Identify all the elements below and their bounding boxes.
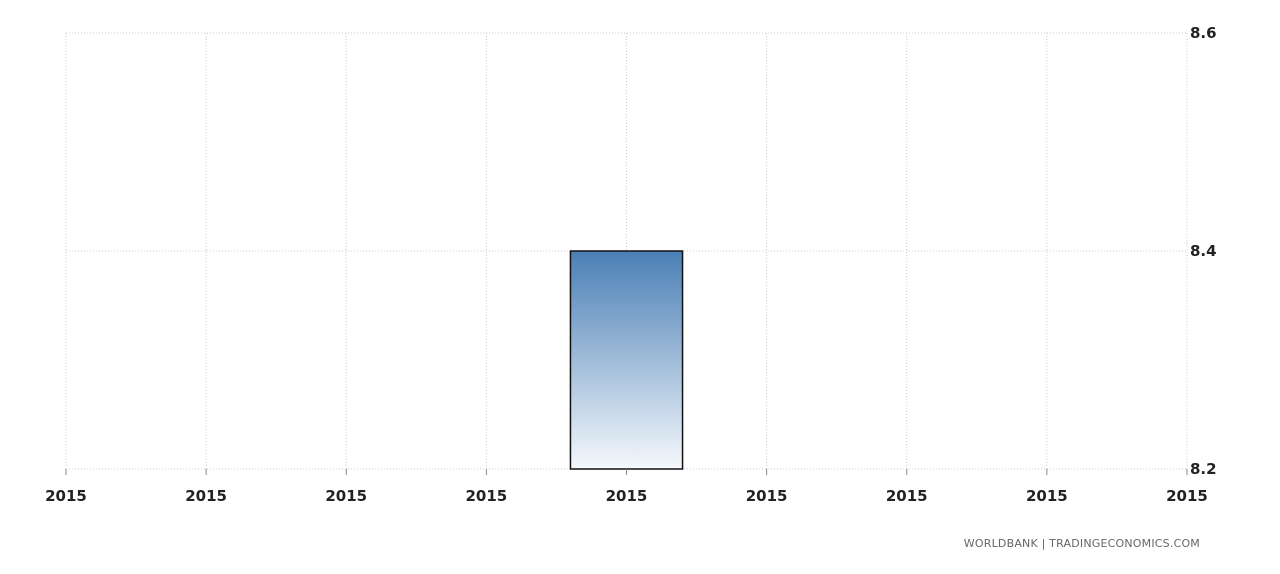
x-tick-label: 2015 <box>886 487 928 505</box>
y-tick-label: 8.2 <box>1190 460 1217 478</box>
x-tick-label: 2015 <box>606 487 648 505</box>
y-tick-label: 8.4 <box>1190 242 1217 260</box>
x-tick-label: 2015 <box>325 487 367 505</box>
x-tick-label: 2015 <box>466 487 508 505</box>
axes: 2015 2015 2015 2015 2015 2015 2015 2015 2015 8.2 8… <box>45 24 1216 505</box>
source-label: WORLDBANK | TRADINGECONOMICS.COM <box>963 537 1200 550</box>
x-tick-label: 2015 <box>746 487 788 505</box>
x-tick-label: 2015 <box>1026 487 1068 505</box>
x-tick-label: 2015 <box>45 487 87 505</box>
bars <box>569 250 684 470</box>
x-tick-label: 2015 <box>1166 487 1208 505</box>
y-tick-label: 8.6 <box>1190 24 1217 42</box>
bar <box>569 250 684 470</box>
x-tick-label: 2015 <box>185 487 227 505</box>
